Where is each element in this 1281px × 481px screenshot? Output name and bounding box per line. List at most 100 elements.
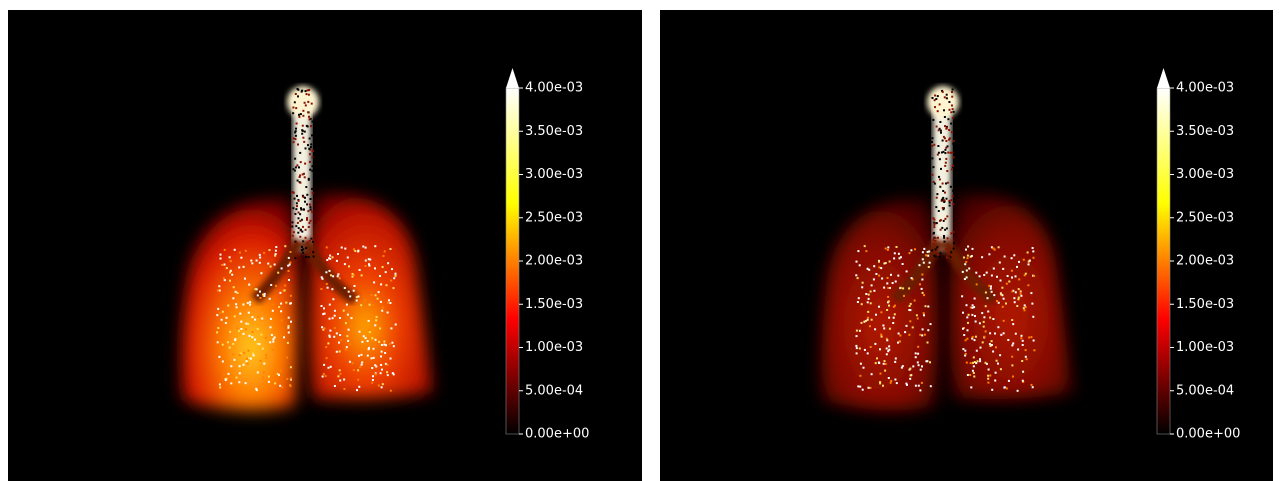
speckle: [911, 278, 914, 281]
speckle: [289, 261, 292, 264]
speckle: [221, 349, 224, 352]
speckle: [251, 336, 254, 339]
speckle: [301, 89, 304, 92]
speckle: [882, 324, 885, 327]
speckle: [375, 365, 378, 368]
speckle: [973, 339, 976, 342]
speckle: [377, 291, 380, 294]
speckle: [381, 309, 384, 312]
speckle: [361, 361, 364, 364]
speckle: [905, 270, 908, 273]
speckle: [865, 250, 868, 253]
speckle: [879, 381, 882, 384]
speckle: [948, 108, 951, 111]
speckle: [248, 334, 251, 337]
speckle: [335, 350, 338, 353]
speckle: [875, 273, 878, 275]
speckle: [937, 210, 940, 212]
speckle: [936, 193, 939, 196]
speckle: [945, 227, 948, 230]
speckle: [339, 372, 342, 375]
speckle: [989, 345, 992, 347]
speckle: [926, 360, 929, 363]
speckle: [905, 382, 908, 385]
speckle: [987, 374, 990, 377]
speckle: [238, 266, 241, 269]
speckle: [951, 95, 954, 98]
speckle: [916, 317, 919, 320]
speckle: [281, 386, 284, 389]
speckle: [353, 285, 356, 287]
speckle: [963, 334, 966, 336]
speckle: [883, 286, 886, 289]
speckle: [369, 258, 372, 261]
speckle: [1013, 254, 1016, 257]
speckle: [883, 360, 886, 363]
speckle: [306, 241, 309, 244]
speckle: [312, 149, 315, 152]
speckle: [337, 273, 340, 276]
speckle: [884, 247, 887, 250]
speckle: [944, 217, 947, 220]
speckle: [332, 275, 335, 278]
speckle: [380, 350, 383, 353]
speckle: [932, 118, 935, 121]
speckle: [1014, 332, 1017, 335]
speckle: [886, 248, 889, 251]
speckle: [1011, 364, 1014, 367]
speckle: [997, 326, 1000, 329]
speckle: [893, 313, 896, 316]
speckle: [971, 313, 974, 316]
speckle: [296, 221, 299, 224]
speckle: [286, 378, 289, 380]
speckle: [368, 303, 371, 306]
speckle: [229, 279, 231, 282]
speckle: [349, 343, 351, 346]
speckle: [295, 208, 298, 211]
speckle: [389, 248, 392, 250]
speckle: [248, 283, 251, 286]
speckle: [306, 218, 308, 221]
speckle: [908, 305, 911, 307]
speckle: [994, 371, 997, 374]
speckle: [358, 269, 361, 271]
speckle: [382, 255, 385, 257]
speckle: [238, 329, 240, 332]
speckle: [263, 251, 266, 254]
speckle: [232, 297, 235, 300]
speckle: [288, 263, 291, 266]
speckle: [359, 366, 362, 369]
speckle: [272, 338, 275, 341]
speckle: [293, 169, 296, 172]
speckle: [302, 240, 305, 243]
speckle: [908, 333, 911, 336]
speckle: [949, 185, 952, 188]
speckle: [866, 318, 869, 321]
speckle: [371, 337, 374, 340]
speckle: [327, 342, 330, 345]
speckle: [972, 372, 975, 374]
lung-render: [821, 86, 1073, 411]
speckle: [304, 162, 307, 165]
speckle: [927, 329, 930, 332]
speckle: [952, 242, 955, 245]
speckle: [381, 266, 384, 268]
speckle: [935, 98, 938, 100]
speckle: [997, 362, 999, 365]
speckle: [988, 343, 991, 345]
speckle: [245, 328, 247, 331]
speckle: [931, 137, 934, 140]
speckle: [372, 356, 375, 359]
colorbar: [1156, 87, 1171, 435]
colorbar-tick-label: 4.00e-03: [1176, 81, 1234, 96]
speckle: [990, 344, 993, 346]
speckle: [280, 267, 283, 270]
speckle: [860, 303, 863, 306]
speckle: [1017, 296, 1020, 299]
speckle: [219, 341, 222, 343]
speckle: [329, 254, 332, 257]
speckle: [310, 143, 313, 146]
speckle: [883, 262, 886, 265]
speckle: [219, 386, 222, 389]
speckle: [254, 318, 257, 321]
